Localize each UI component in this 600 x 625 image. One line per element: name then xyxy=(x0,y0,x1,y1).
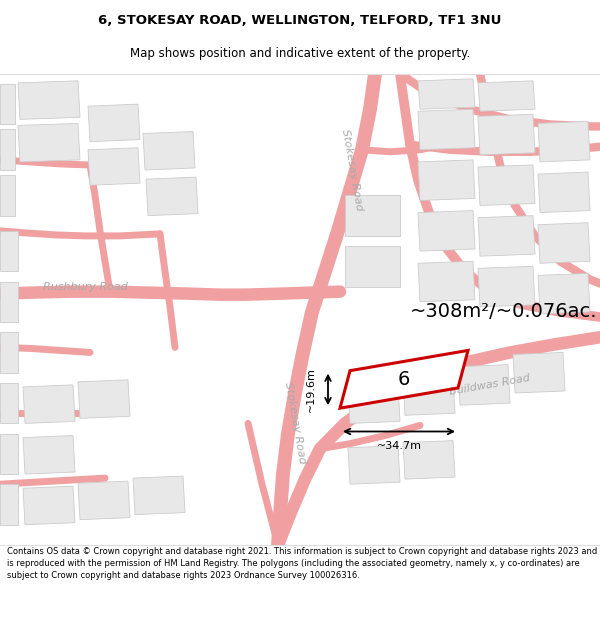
Polygon shape xyxy=(78,380,130,418)
Polygon shape xyxy=(403,441,455,479)
Polygon shape xyxy=(403,375,455,415)
Polygon shape xyxy=(478,165,535,206)
Polygon shape xyxy=(23,385,75,423)
Polygon shape xyxy=(78,481,130,519)
Polygon shape xyxy=(18,81,80,119)
Polygon shape xyxy=(418,160,475,201)
Polygon shape xyxy=(18,123,80,162)
Polygon shape xyxy=(0,281,18,322)
Polygon shape xyxy=(418,79,475,109)
Text: 6, STOKESAY ROAD, WELLINGTON, TELFORD, TF1 3NU: 6, STOKESAY ROAD, WELLINGTON, TELFORD, T… xyxy=(98,14,502,27)
Text: Stokesay Road: Stokesay Road xyxy=(340,128,364,212)
Polygon shape xyxy=(538,273,590,314)
Text: ~19.6m: ~19.6m xyxy=(306,367,316,412)
Text: ~308m²/~0.076ac.: ~308m²/~0.076ac. xyxy=(410,302,598,321)
Text: Buildwas Road: Buildwas Road xyxy=(449,373,531,397)
Polygon shape xyxy=(538,121,590,162)
Polygon shape xyxy=(0,231,18,271)
Polygon shape xyxy=(538,222,590,263)
Polygon shape xyxy=(0,484,18,525)
Polygon shape xyxy=(23,436,75,474)
Polygon shape xyxy=(23,486,75,525)
Text: Stokesay Road: Stokesay Road xyxy=(283,382,307,465)
Polygon shape xyxy=(348,446,400,484)
Text: Rushbury Road: Rushbury Road xyxy=(43,282,127,292)
Polygon shape xyxy=(345,246,400,287)
Polygon shape xyxy=(133,476,185,514)
Polygon shape xyxy=(0,84,15,124)
Polygon shape xyxy=(513,352,565,393)
Text: 6: 6 xyxy=(398,370,410,389)
Polygon shape xyxy=(478,266,535,307)
Text: ~34.7m: ~34.7m xyxy=(377,441,421,451)
Polygon shape xyxy=(0,332,18,372)
Polygon shape xyxy=(478,114,535,155)
Polygon shape xyxy=(143,131,195,170)
Polygon shape xyxy=(0,383,18,423)
Polygon shape xyxy=(478,81,535,111)
Polygon shape xyxy=(418,109,475,150)
Text: Contains OS data © Crown copyright and database right 2021. This information is : Contains OS data © Crown copyright and d… xyxy=(7,548,598,580)
Polygon shape xyxy=(538,172,590,212)
Polygon shape xyxy=(88,104,140,142)
Polygon shape xyxy=(348,385,400,423)
Polygon shape xyxy=(478,216,535,256)
Polygon shape xyxy=(0,434,18,474)
Polygon shape xyxy=(0,175,15,216)
Polygon shape xyxy=(418,211,475,251)
Polygon shape xyxy=(458,364,510,405)
Polygon shape xyxy=(0,129,15,170)
Polygon shape xyxy=(146,177,198,216)
Polygon shape xyxy=(418,261,475,302)
Text: Map shows position and indicative extent of the property.: Map shows position and indicative extent… xyxy=(130,47,470,59)
Polygon shape xyxy=(345,196,400,236)
Polygon shape xyxy=(88,148,140,185)
Polygon shape xyxy=(340,351,468,408)
